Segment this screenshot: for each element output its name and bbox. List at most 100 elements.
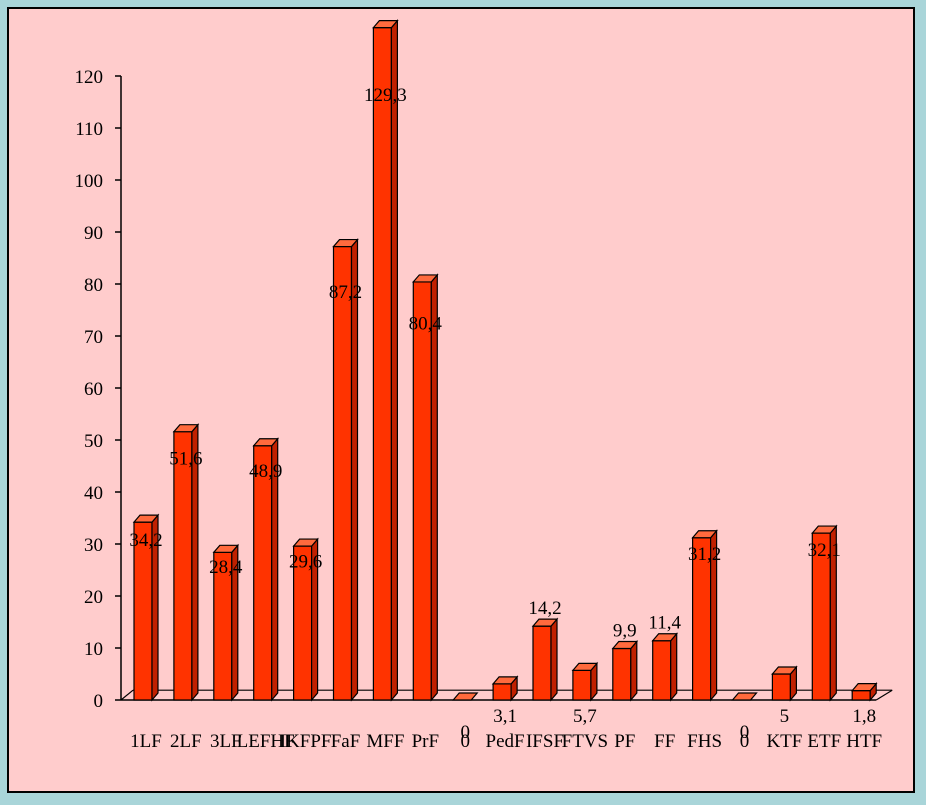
y-tick-label: 110 xyxy=(75,119,103,140)
y-tick-label: 20 xyxy=(84,587,103,608)
bar xyxy=(212,543,240,702)
x-tick-label: PrF xyxy=(412,731,439,752)
x-tick-label: MFF xyxy=(366,731,404,752)
bar-top xyxy=(411,274,439,283)
data-label: 1,8 xyxy=(852,706,876,727)
y-tick-label: 90 xyxy=(84,223,103,244)
x-tick-label: 1LF xyxy=(130,731,162,752)
bar xyxy=(611,639,639,702)
x-tick-label: 2LF xyxy=(170,731,202,752)
bar xyxy=(172,423,200,702)
x-axis-depth-left xyxy=(120,689,134,701)
x-tick-label: PedF xyxy=(486,731,525,752)
bar xyxy=(132,513,160,702)
bar-top xyxy=(292,538,319,547)
bar-top xyxy=(531,618,559,627)
x-tick-label: HTF xyxy=(846,731,882,752)
x-axis-depth-right xyxy=(875,689,893,701)
x-tick-label: IKFPF xyxy=(280,731,332,752)
bar-front xyxy=(372,27,392,701)
data-label: 51,6 xyxy=(169,449,202,470)
data-label: 48,9 xyxy=(249,461,282,482)
bars xyxy=(132,19,878,702)
y-tick-label: 0 xyxy=(94,691,104,712)
x-tick-label: FTVS xyxy=(562,731,608,752)
x-tick-label: 0 xyxy=(740,731,750,752)
data-label: 32,1 xyxy=(808,540,841,561)
data-label: 0 xyxy=(740,722,750,743)
bar xyxy=(332,237,359,702)
bar-top xyxy=(372,20,399,29)
bar-side xyxy=(630,639,638,702)
data-label: 11,4 xyxy=(648,613,681,634)
x-tick-label: FaF xyxy=(331,731,361,752)
bar-top xyxy=(810,525,838,534)
bar-front xyxy=(771,673,792,701)
bar xyxy=(571,661,599,702)
data-label: 31,2 xyxy=(688,544,721,565)
data-label: 14,2 xyxy=(528,598,561,619)
bar-top xyxy=(850,683,878,692)
data-label: 29,6 xyxy=(289,551,322,572)
bar-top xyxy=(491,676,519,685)
y-tick-label: 10 xyxy=(84,639,103,660)
bar xyxy=(252,437,280,702)
bar-front xyxy=(332,245,353,701)
bar-top xyxy=(451,692,479,701)
bar xyxy=(491,675,519,702)
labels: 34,2 1LF 51,6 2LF 28,4 3LF 48,9 LEFHF 29,6 IKFPF 8… xyxy=(129,85,882,752)
bar-top xyxy=(771,666,798,675)
bar xyxy=(292,537,319,702)
data-label: 0 xyxy=(460,722,470,743)
bar-front xyxy=(612,647,632,701)
bar-side xyxy=(390,19,398,702)
data-label: 34,2 xyxy=(129,530,162,551)
x-tick-label: ETF xyxy=(807,731,841,752)
x-tick-label: KTF xyxy=(766,731,802,752)
x-tick-label: 0 xyxy=(460,731,470,752)
bar xyxy=(850,682,878,702)
plot-area: 0 10 20 30 40 50 60 70 80 90 100 110 120 34,2 1LF 51,6… xyxy=(7,7,915,793)
bar-top xyxy=(651,633,679,642)
x-tick-label: FHS xyxy=(687,731,722,752)
bar xyxy=(810,524,838,702)
data-label: 5,7 xyxy=(573,706,597,727)
bar-front xyxy=(532,625,552,701)
x-tick-label: LEFHF xyxy=(237,731,295,752)
x-tick-label: PF xyxy=(614,731,635,752)
bar xyxy=(731,692,758,701)
bar-top xyxy=(172,424,200,433)
bar xyxy=(531,617,559,702)
bar-top xyxy=(212,544,240,553)
y-tick-label: 80 xyxy=(84,275,103,296)
data-label: 87,2 xyxy=(329,282,362,303)
data-label: 5 xyxy=(780,706,790,727)
x-tick-label: 3LF xyxy=(210,731,242,752)
bar-top xyxy=(252,438,280,447)
y-tick-label: 70 xyxy=(84,327,103,348)
y-tick-label: 60 xyxy=(84,379,103,400)
data-label: 3,1 xyxy=(493,706,517,727)
bar xyxy=(651,632,679,702)
bar-front xyxy=(412,281,432,701)
y-tick-label: 40 xyxy=(84,483,103,504)
bar xyxy=(691,529,718,702)
data-label: 9,9 xyxy=(613,621,637,642)
bar-side xyxy=(430,273,438,702)
bar-side xyxy=(670,632,678,702)
data-label: 129,3 xyxy=(364,85,407,106)
bar xyxy=(451,692,479,701)
bar xyxy=(411,273,439,702)
bar-front xyxy=(173,431,193,701)
bar xyxy=(771,665,798,702)
bar-top xyxy=(691,530,718,539)
bar-front xyxy=(851,690,871,701)
bar-top xyxy=(731,692,758,701)
y-tick-label: 30 xyxy=(84,535,103,556)
bar-front xyxy=(492,683,512,701)
y-tick-label: 50 xyxy=(84,431,103,452)
bar-front xyxy=(652,640,672,701)
bar-top xyxy=(611,640,639,650)
